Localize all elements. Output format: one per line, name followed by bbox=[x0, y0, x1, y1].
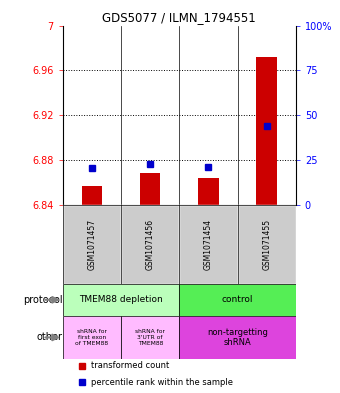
Text: TMEM88 depletion: TMEM88 depletion bbox=[79, 295, 163, 304]
Text: non-targetting
shRNA: non-targetting shRNA bbox=[207, 328, 268, 347]
Bar bbox=[180, 284, 296, 316]
Text: protocol: protocol bbox=[23, 295, 63, 305]
Text: GSM1071454: GSM1071454 bbox=[204, 219, 213, 270]
Text: GSM1071456: GSM1071456 bbox=[146, 219, 155, 270]
Bar bbox=[238, 205, 296, 284]
Text: control: control bbox=[222, 295, 253, 304]
Text: transformed count: transformed count bbox=[91, 361, 169, 370]
Text: shRNA for
3'UTR of
TMEM88: shRNA for 3'UTR of TMEM88 bbox=[135, 329, 165, 346]
Bar bbox=[180, 205, 238, 284]
Bar bbox=[63, 284, 180, 316]
Bar bbox=[63, 316, 121, 359]
Text: percentile rank within the sample: percentile rank within the sample bbox=[91, 378, 233, 387]
Bar bbox=[180, 316, 296, 359]
Text: other: other bbox=[37, 332, 63, 342]
Text: shRNA for
first exon
of TMEM88: shRNA for first exon of TMEM88 bbox=[75, 329, 108, 346]
Text: GSM1071457: GSM1071457 bbox=[87, 219, 97, 270]
Title: GDS5077 / ILMN_1794551: GDS5077 / ILMN_1794551 bbox=[102, 11, 256, 24]
Bar bbox=[63, 205, 121, 284]
Text: GSM1071455: GSM1071455 bbox=[262, 219, 271, 270]
Bar bbox=[82, 186, 102, 205]
Bar bbox=[140, 173, 160, 205]
Bar bbox=[256, 57, 277, 205]
Bar bbox=[121, 316, 180, 359]
Bar bbox=[121, 205, 180, 284]
Bar bbox=[198, 178, 219, 205]
